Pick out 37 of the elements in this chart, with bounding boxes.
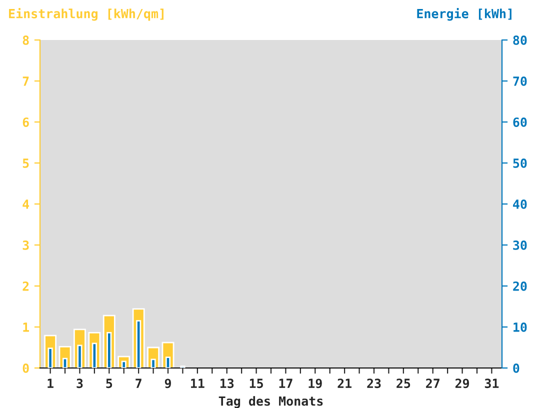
x-tick-label: 29 bbox=[455, 378, 469, 388]
y2-tick-label: 50 bbox=[513, 158, 527, 168]
y-tick-label: 0 bbox=[22, 363, 29, 373]
y-tick-label: 4 bbox=[22, 200, 30, 209]
y2-tick-label: 0 bbox=[513, 363, 520, 373]
y-tick-label: 6 bbox=[22, 117, 29, 127]
x-tick-label: 15 bbox=[250, 378, 263, 388]
y2-tick-label: 10 bbox=[514, 322, 527, 332]
y-tick-label: 2 bbox=[22, 281, 29, 291]
y2-tick-label: 20 bbox=[513, 281, 527, 291]
y2-tick-label: 60 bbox=[513, 117, 527, 127]
y-tick-label: 3 bbox=[22, 240, 29, 250]
x-tick-label: 19 bbox=[308, 378, 322, 388]
y2-tick-label: 30 bbox=[513, 240, 527, 250]
y2-tick-label: 40 bbox=[513, 199, 527, 209]
y2-axis-title: Energie [kWh] bbox=[417, 8, 512, 21]
x-axis-title: Tag des Monats bbox=[218, 396, 323, 408]
x-tick-label: 3 bbox=[76, 378, 83, 388]
y-tick-label: 7 bbox=[22, 76, 29, 86]
y-tick-label: 5 bbox=[22, 158, 29, 168]
y-axis-title: Einstrahlung [kWh/qm] bbox=[9, 8, 164, 21]
x-tick-label: 23 bbox=[367, 378, 381, 388]
x-tick-label: 25 bbox=[396, 378, 410, 388]
x-tick-label: 17 bbox=[279, 378, 292, 388]
x-tick-label: 27 bbox=[426, 378, 440, 388]
x-tick-label: 5 bbox=[106, 378, 112, 388]
x-tick-label: 7 bbox=[136, 378, 142, 388]
x-tick-label: 21 bbox=[338, 378, 352, 388]
y2-tick-label: 70 bbox=[513, 76, 527, 86]
x-tick-label: 13 bbox=[220, 378, 234, 388]
x-tick-label: 11 bbox=[191, 378, 204, 388]
y-tick-label: 1 bbox=[23, 322, 29, 332]
x-tick-label: 1 bbox=[48, 378, 54, 388]
x-tick-label: 9 bbox=[164, 378, 171, 388]
x-tick-label: 31 bbox=[484, 378, 499, 388]
y-tick-label: 8 bbox=[22, 35, 29, 45]
y2-tick-label: 80 bbox=[513, 35, 527, 45]
